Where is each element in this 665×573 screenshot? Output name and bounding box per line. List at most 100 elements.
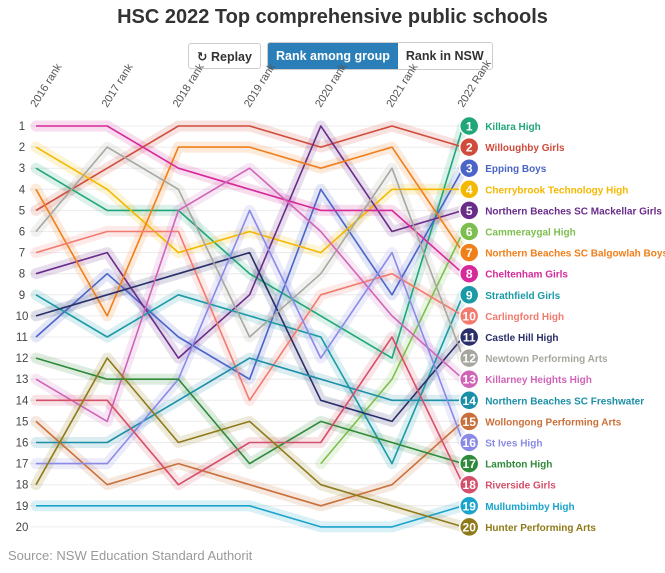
rank-badge-number: 12	[463, 352, 477, 366]
rank-badge	[458, 200, 480, 221]
school-name-label: Killara High	[485, 122, 541, 133]
end-labels: 1 Killara High 2 Willoughby Girls 3 Epping Bo…	[458, 115, 665, 538]
end-label[interactable]: 2 Willoughby Girls	[458, 136, 565, 158]
school-name-label: Riverside Girls	[485, 481, 556, 492]
school-name-label: Epping Boys	[485, 164, 547, 175]
y-tick-label: 16	[16, 438, 29, 450]
x-tick-label: 2020 rank	[313, 61, 349, 109]
series-line[interactable]	[36, 125, 464, 275]
rank-badge-number: 9	[466, 288, 473, 302]
series-line[interactable]	[35, 146, 464, 254]
end-label[interactable]: 10 Carlingford High	[458, 305, 564, 327]
rank-badge	[458, 326, 480, 348]
series-line[interactable]	[35, 357, 464, 528]
end-label[interactable]: 9 Strathfield Girls	[458, 284, 561, 306]
series-line[interactable]	[35, 293, 464, 465]
end-label[interactable]: 5 Northern Beaches SC Mackellar Girls	[458, 200, 663, 221]
y-tick-label: 19	[16, 501, 29, 513]
rank-badge	[458, 115, 480, 137]
rank-badge-number: 1	[466, 120, 473, 134]
series-line[interactable]	[35, 125, 464, 212]
rank-badge-number: 3	[466, 162, 473, 176]
series-line[interactable]	[35, 420, 464, 507]
end-label[interactable]: 11 Castle Hill High	[458, 326, 559, 348]
rank-badge-number: 20	[463, 520, 477, 534]
series-line[interactable]	[35, 146, 464, 317]
end-label[interactable]: 14 Northern Beaches SC Freshwater	[458, 390, 645, 411]
y-tick-label: 17	[16, 459, 29, 471]
school-name-label: Cheltenham Girls	[485, 270, 568, 281]
school-name-label: Killarney Heights High	[485, 375, 592, 386]
end-label[interactable]: 18 Riverside Girls	[458, 474, 557, 495]
end-label[interactable]: 17 Lambton High	[458, 453, 553, 474]
tab-rank-in-nsw[interactable]: Rank in NSW	[397, 43, 492, 69]
y-tick-label: 14	[16, 395, 29, 407]
end-label[interactable]: 20 Hunter Performing Arts	[458, 516, 597, 538]
rank-badge-number: 14	[463, 394, 477, 408]
rank-badge	[458, 263, 480, 284]
rank-badge-number: 4	[466, 183, 473, 197]
chart-controls: ↻ Replay Rank among group Rank in NSW	[188, 42, 493, 70]
x-tick-label: 2021 rank	[384, 61, 420, 109]
rank-badge-number: 15	[463, 415, 477, 429]
y-tick-label: 20	[16, 522, 29, 534]
replay-icon: ↻	[197, 50, 208, 64]
series-line[interactable]	[35, 357, 464, 465]
school-name-label: Northern Beaches SC Mackellar Girls	[485, 206, 662, 217]
x-tick-label: 2017 rank	[100, 61, 136, 109]
end-label[interactable]: 12 Newtown Performing Arts	[458, 347, 608, 369]
y-tick-label: 4	[19, 184, 26, 196]
x-tick-label: 2018 rank	[171, 61, 207, 109]
series-line[interactable]	[36, 357, 464, 444]
rank-toggle: Rank among group Rank in NSW	[266, 42, 493, 70]
series-line[interactable]	[35, 125, 464, 359]
y-tick-label: 9	[19, 290, 25, 302]
end-label[interactable]: 15 Wollongong Performing Arts	[458, 411, 622, 432]
rank-badge	[458, 368, 480, 390]
rank-badge	[458, 305, 480, 327]
source-note: Source: NSW Education Standard Authorit	[8, 548, 253, 563]
series-line[interactable]	[36, 336, 464, 486]
end-label[interactable]: 1 Killara High	[458, 115, 541, 137]
series-line[interactable]	[35, 167, 464, 423]
rank-badge	[458, 432, 480, 453]
series-line[interactable]	[36, 209, 464, 465]
rank-badge	[458, 474, 480, 495]
series-line[interactable]	[35, 125, 464, 359]
rank-badge-number: 5	[466, 204, 473, 218]
rank-badge-number: 13	[463, 373, 477, 387]
series-line[interactable]	[35, 167, 464, 381]
rank-badge	[458, 516, 480, 538]
rank-badge	[458, 284, 480, 306]
end-label[interactable]: 7 Northern Beaches SC Balgowlah Boys	[458, 242, 665, 263]
rank-badge-number: 19	[463, 499, 477, 513]
series-line[interactable]	[35, 146, 464, 359]
end-label[interactable]: 3 Epping Boys	[458, 157, 547, 179]
rank-badge	[458, 347, 480, 369]
end-label[interactable]: 19 Mullumbimby High	[458, 495, 575, 517]
end-label[interactable]: 4 Cherrybrook Technology High	[458, 179, 629, 200]
replay-button[interactable]: ↻ Replay	[188, 43, 261, 69]
school-name-label: Mullumbimby High	[485, 502, 574, 513]
rank-badge	[458, 221, 480, 242]
tab-rank-among-group[interactable]: Rank among group	[267, 43, 398, 69]
end-label[interactable]: 6 Cammeraygal High	[458, 221, 576, 242]
series-line[interactable]	[36, 504, 464, 528]
rank-badge-number: 16	[463, 436, 477, 450]
rank-badge-number: 10	[463, 309, 477, 323]
y-tick-label: 7	[19, 248, 25, 260]
y-tick-label: 10	[16, 311, 29, 323]
end-label[interactable]: 13 Killarney Heights High	[458, 368, 592, 390]
y-tick-label: 13	[16, 374, 29, 386]
series-line[interactable]	[35, 251, 464, 423]
end-label[interactable]: 16 St Ives High	[458, 432, 543, 453]
y-tick-label: 6	[19, 227, 25, 239]
school-name-label: Cherrybrook Technology High	[485, 185, 628, 196]
rank-badge	[458, 495, 480, 517]
school-name-label: Hunter Performing Arts	[485, 523, 596, 534]
end-label[interactable]: 8 Cheltenham Girls	[458, 263, 569, 284]
series-line[interactable]	[320, 231, 464, 465]
series-line[interactable]	[35, 230, 464, 402]
y-tick-label: 5	[19, 205, 25, 217]
